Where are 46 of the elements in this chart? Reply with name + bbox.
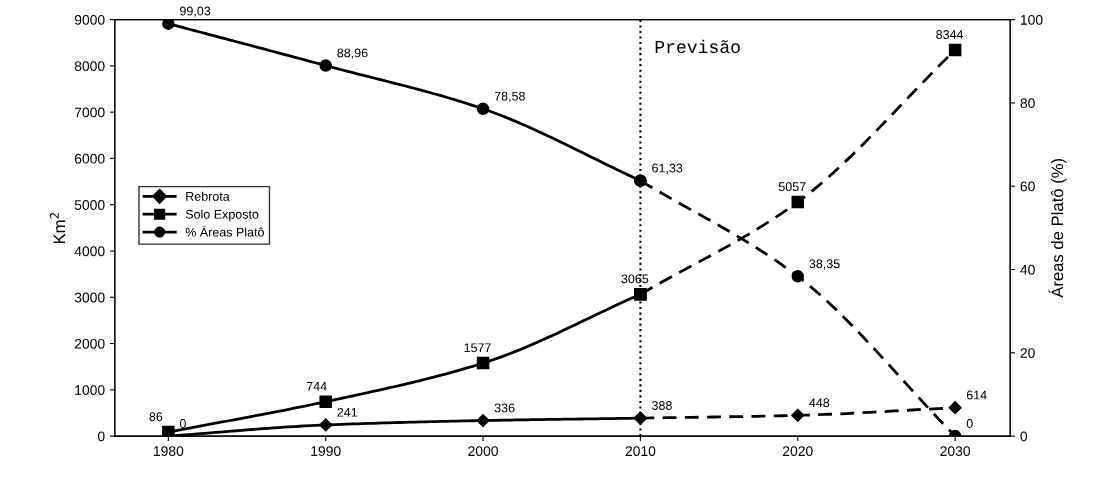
y-tick-label: 1000 [75, 385, 105, 395]
data-label: 448 [809, 398, 830, 408]
ref-line-label: Previsão [655, 39, 740, 54]
y2-tick-label: 60 [1020, 181, 1035, 192]
data-label: 336 [494, 403, 515, 413]
data-label: 614 [966, 390, 987, 400]
legend-label: % Áreas Platô [185, 225, 264, 237]
data-label: 0 [179, 419, 186, 428]
x-tick-label: 2020 [783, 446, 813, 457]
y-tick-label: 6000 [74, 153, 105, 164]
data-label: 78,58 [494, 91, 525, 103]
data-label: 88,96 [337, 48, 368, 59]
data-label: 0 [966, 419, 973, 428]
x-tick-label: 2030 [940, 446, 971, 457]
x-tick-label: 1990 [311, 446, 341, 457]
y-tick-label: 9000 [74, 14, 105, 25]
y-tick-label: 8000 [74, 61, 105, 72]
y-tick-label: 7000 [74, 107, 105, 118]
data-label: 3065 [621, 274, 649, 284]
x-tick-label: 1980 [153, 446, 184, 457]
legend-label: Rebrota [186, 191, 230, 201]
y-tick-label: 2000 [74, 338, 105, 349]
data-label: 388 [652, 401, 672, 410]
data-label: 38,35 [809, 259, 840, 270]
data-label: 1577 [464, 343, 491, 353]
data-label: 744 [306, 381, 327, 391]
data-label: 5057 [778, 182, 806, 192]
y-tick-label: 4000 [74, 246, 105, 257]
y2-tick-label: 0 [1020, 431, 1028, 442]
x-tick-label: 2000 [468, 446, 498, 457]
y-tick-label: 3000 [74, 292, 105, 303]
y2-tick-label: 100 [1020, 14, 1043, 25]
y-axis-title: Km$^{2}$ [50, 213, 66, 244]
y-tick-label: 0 [97, 431, 105, 442]
y2-tick-label: 40 [1020, 264, 1035, 275]
data-label: 61,33 [652, 163, 683, 174]
y2-tick-label: 80 [1020, 98, 1035, 109]
x-tick-label: 2010 [625, 446, 656, 457]
legend-label: Solo Exposto [185, 209, 259, 222]
data-label: 99,03 [180, 6, 211, 17]
y2-tick-label: 20 [1020, 348, 1035, 358]
data-label: 86 [149, 412, 163, 422]
data-label: 241 [337, 407, 358, 417]
data-label: 8344 [936, 30, 964, 39]
y2-axis-title: Áreas de Platô (%) [1048, 158, 1067, 298]
y-tick-label: 5000 [74, 200, 105, 210]
